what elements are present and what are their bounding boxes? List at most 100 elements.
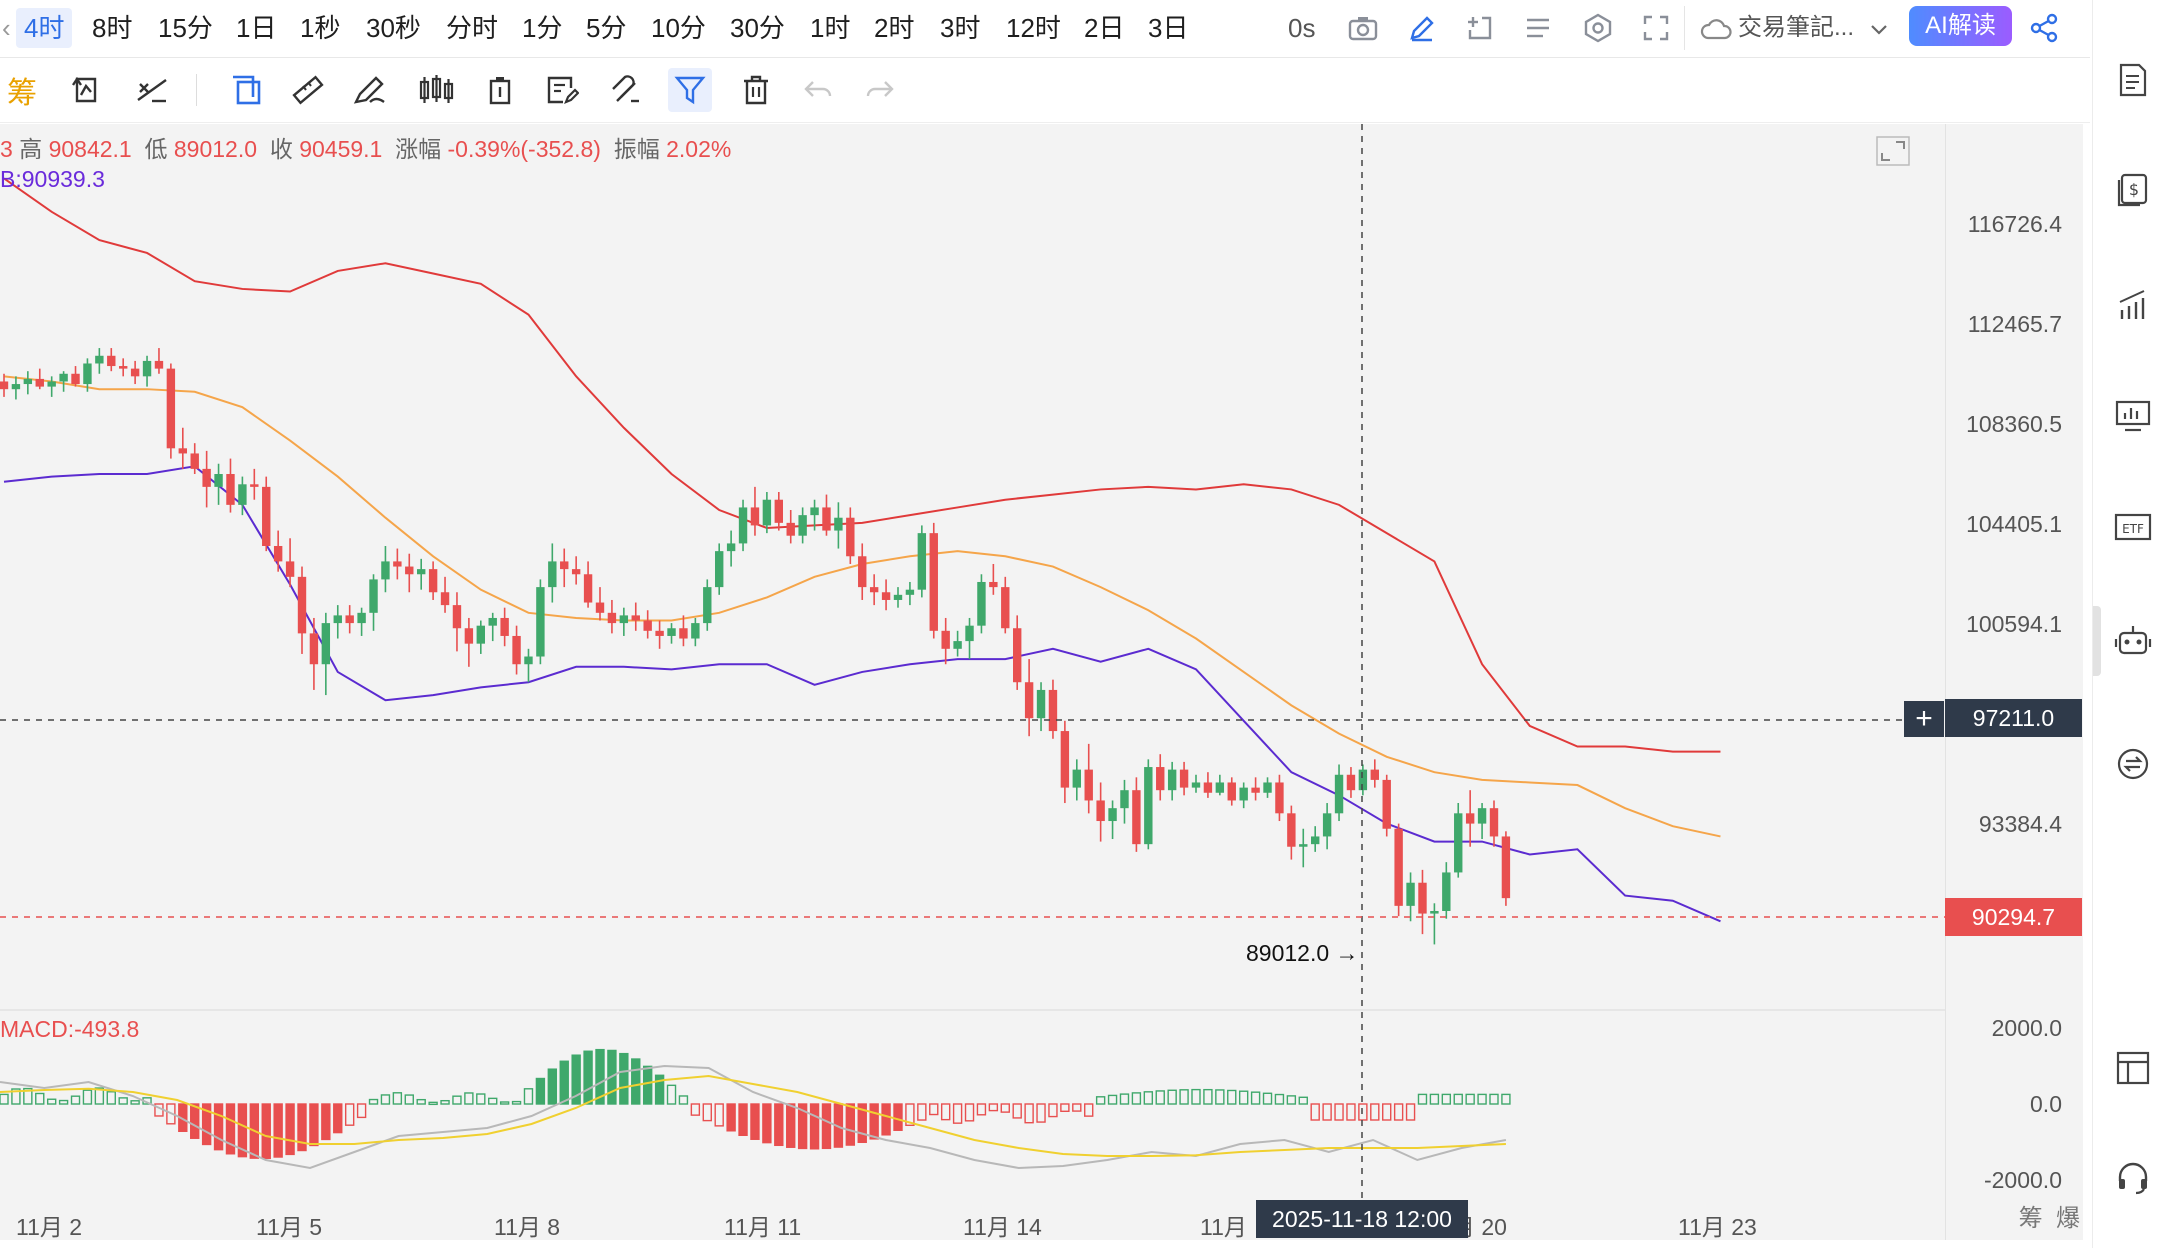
candle xyxy=(965,617,974,660)
interval-0[interactable]: 4时 xyxy=(16,8,73,48)
layout-icon[interactable] xyxy=(2113,1048,2153,1088)
interval-11[interactable]: 1时 xyxy=(810,13,851,43)
interval-3[interactable]: 1日 xyxy=(236,13,277,43)
chart-canvas[interactable] xyxy=(0,124,2082,1240)
expand-pane-icon[interactable] xyxy=(1876,136,1910,166)
add-alert-button[interactable]: + xyxy=(1904,701,1944,737)
svg-text:$: $ xyxy=(2129,180,2139,199)
trash-icon[interactable] xyxy=(734,68,778,112)
monitor-chart-icon[interactable] xyxy=(2113,396,2153,436)
candlestick-chart[interactable] xyxy=(0,124,2082,1240)
macd-bar xyxy=(571,1054,581,1105)
macd-bar xyxy=(893,1103,903,1131)
date-tick: 11月 5 xyxy=(256,1214,323,1240)
line-cross-icon[interactable] xyxy=(130,68,174,112)
battery-icon[interactable] xyxy=(478,68,522,112)
interval-6[interactable]: 分时 xyxy=(446,13,499,43)
macd-bar xyxy=(1119,1093,1130,1105)
interval-15[interactable]: 2日 xyxy=(1084,13,1125,43)
auto-refresh-icon[interactable] xyxy=(64,68,108,112)
share-icon[interactable] xyxy=(2026,10,2062,46)
bar-trend-icon[interactable] xyxy=(2113,285,2153,325)
macd-bar xyxy=(1453,1093,1463,1105)
interval-2[interactable]: 15分 xyxy=(158,13,213,43)
delay-indicator[interactable]: 0s xyxy=(1288,13,1316,43)
macd-bar xyxy=(786,1103,796,1148)
macd-bar xyxy=(1382,1103,1392,1121)
candle xyxy=(250,468,259,500)
rail-collapse-handle[interactable] xyxy=(2093,606,2101,676)
high-value: 90842.1 xyxy=(48,136,132,162)
note-edit-icon[interactable] xyxy=(540,68,584,112)
candle xyxy=(1072,759,1081,801)
date-tick: 11月 23 xyxy=(1678,1214,1757,1240)
interval-9[interactable]: 10分 xyxy=(651,13,706,43)
interval-14[interactable]: 12时 xyxy=(1006,13,1061,43)
pencil-icon[interactable] xyxy=(1404,10,1440,46)
candle xyxy=(1120,779,1129,824)
interval-4[interactable]: 1秒 xyxy=(300,13,341,43)
candle xyxy=(202,450,211,508)
chips-button[interactable]: 筹 xyxy=(7,77,37,110)
candle xyxy=(130,360,140,385)
candle xyxy=(1084,743,1093,814)
macd-bar xyxy=(321,1103,331,1141)
candle xyxy=(273,530,283,572)
footer-burst-button[interactable]: 爆 xyxy=(2056,1205,2080,1232)
macd-bar xyxy=(535,1077,546,1105)
brush-icon[interactable] xyxy=(348,68,392,112)
interval-13[interactable]: 3时 xyxy=(940,13,981,43)
interval-7[interactable]: 1分 xyxy=(522,13,563,43)
interval-1[interactable]: 8时 xyxy=(92,13,133,43)
add-frame-icon[interactable] xyxy=(1462,10,1498,46)
headset-support-icon[interactable] xyxy=(2113,1158,2153,1198)
candle xyxy=(560,548,569,588)
footer-chips-button[interactable]: 筹 xyxy=(2018,1205,2043,1232)
camera-icon[interactable] xyxy=(1345,10,1381,46)
journal-label: 交易筆記... xyxy=(1738,14,1855,41)
interval-16[interactable]: 3日 xyxy=(1148,13,1189,43)
date-tick: 11月 11 xyxy=(724,1214,802,1240)
dollar-doc-icon[interactable]: $ xyxy=(2113,170,2153,210)
candle xyxy=(1442,862,1451,919)
magnet-icon[interactable] xyxy=(604,68,648,112)
fullscreen-icon[interactable] xyxy=(1638,10,1674,46)
settings-hexagon-icon[interactable] xyxy=(1580,10,1616,46)
ai-interpret-button[interactable]: AI解读 xyxy=(1909,6,2012,46)
layers-icon[interactable] xyxy=(224,68,268,112)
price-axis[interactable] xyxy=(1945,124,2083,1240)
robot-icon[interactable] xyxy=(2113,620,2153,660)
candle xyxy=(178,427,187,469)
candles-icon[interactable] xyxy=(414,68,458,112)
candle xyxy=(83,358,92,392)
filter-icon[interactable] xyxy=(668,68,712,112)
interval-12[interactable]: 2时 xyxy=(874,13,915,43)
boll-lower-line xyxy=(3,465,1721,923)
candle xyxy=(679,615,688,647)
chevron-down-icon xyxy=(1870,24,1887,35)
period-low-marker: 89012.0 → xyxy=(1246,940,1359,966)
interval-scroll-left-icon[interactable]: ‹ xyxy=(2,13,11,43)
candle xyxy=(1334,764,1344,822)
undo-icon[interactable] xyxy=(796,68,840,112)
etf-icon[interactable]: ETF xyxy=(2113,508,2153,548)
redo-icon[interactable] xyxy=(858,68,902,112)
macd-bar xyxy=(881,1103,891,1136)
interval-5[interactable]: 30秒 xyxy=(366,13,421,43)
interval-10[interactable]: 30分 xyxy=(730,13,785,43)
candle xyxy=(1024,659,1034,737)
interval-8[interactable]: 5分 xyxy=(586,13,627,43)
candle xyxy=(1430,903,1439,945)
drawing-toolbar: 筹 xyxy=(0,58,2090,123)
swap-icon[interactable] xyxy=(2113,744,2153,784)
candle xyxy=(166,363,176,459)
trade-journal-button[interactable]: 交易筆記... xyxy=(1700,10,1889,46)
macd-bar xyxy=(1203,1088,1213,1105)
document-icon[interactable] xyxy=(2113,60,2153,100)
candle xyxy=(47,376,56,397)
date-axis[interactable]: 11月 2 11月 5 11月 8 11月 11 11月 14 11月月 20 11月 23 xyxy=(0,1200,2090,1244)
candle xyxy=(1394,823,1403,917)
list-icon[interactable] xyxy=(1520,10,1556,46)
macd-bar xyxy=(738,1103,748,1137)
ruler-icon[interactable] xyxy=(286,68,330,112)
